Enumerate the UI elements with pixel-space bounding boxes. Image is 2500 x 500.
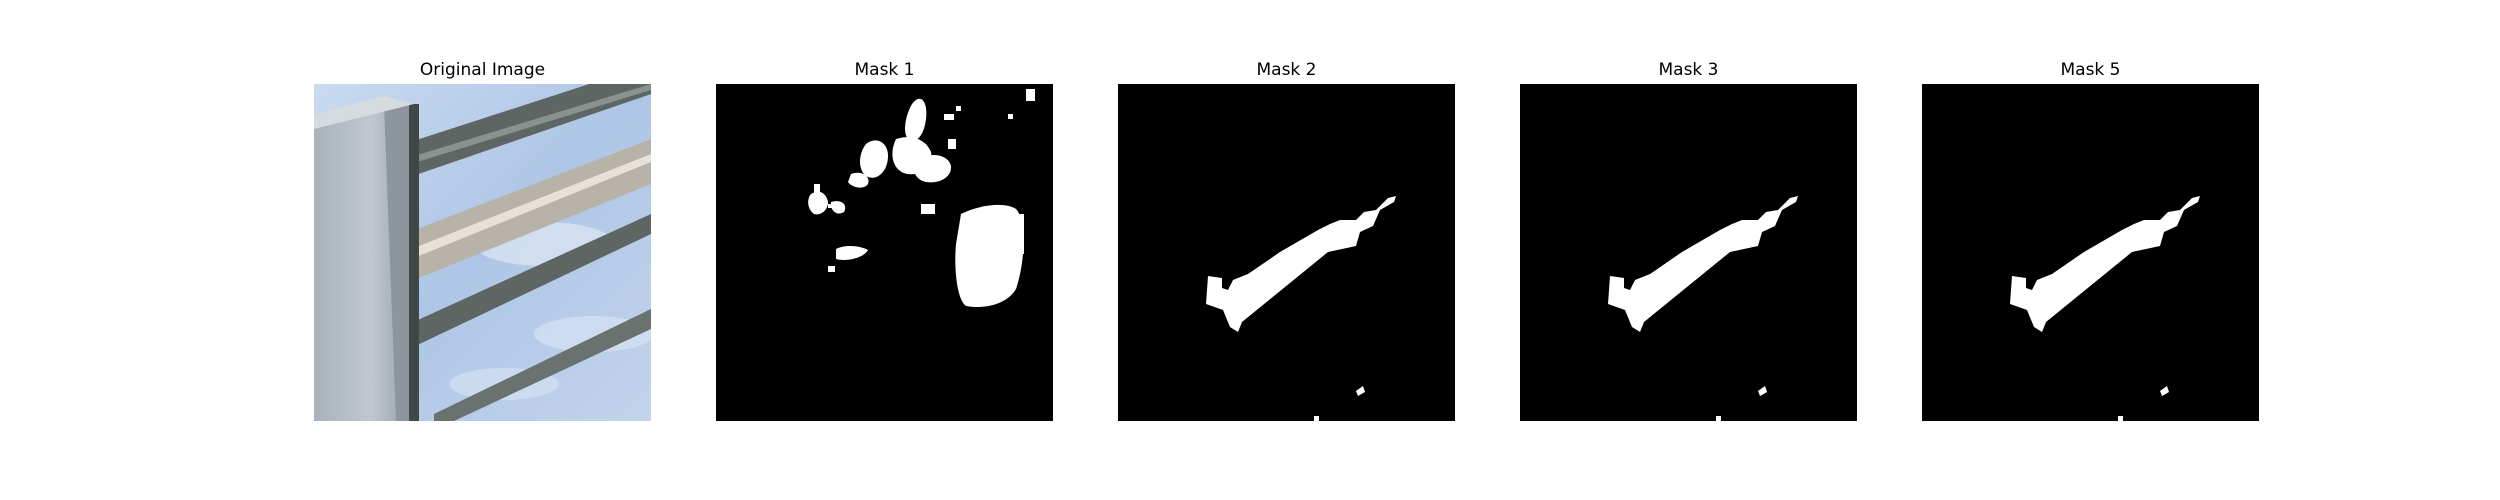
panel-mask-5: Mask 5: [1922, 0, 2259, 500]
panel-original-image: Original Image: [314, 0, 651, 500]
mask-image: [1922, 84, 2259, 421]
mask-image: [716, 84, 1053, 421]
panel-mask-3: Mask 3: [1520, 0, 1857, 500]
original-photo: [314, 84, 651, 421]
mask-image: [1520, 84, 1857, 421]
mask-image: [1118, 84, 1455, 421]
panel-title: Mask 1: [854, 60, 915, 80]
panel-title: Mask 2: [1256, 60, 1317, 80]
panel-mask-2: Mask 2: [1118, 0, 1455, 500]
panel-title: Original Image: [419, 60, 546, 80]
panel-title: Mask 5: [2060, 60, 2121, 80]
panel-mask-1: Mask 1: [716, 0, 1053, 500]
panel-title: Mask 3: [1658, 60, 1719, 80]
